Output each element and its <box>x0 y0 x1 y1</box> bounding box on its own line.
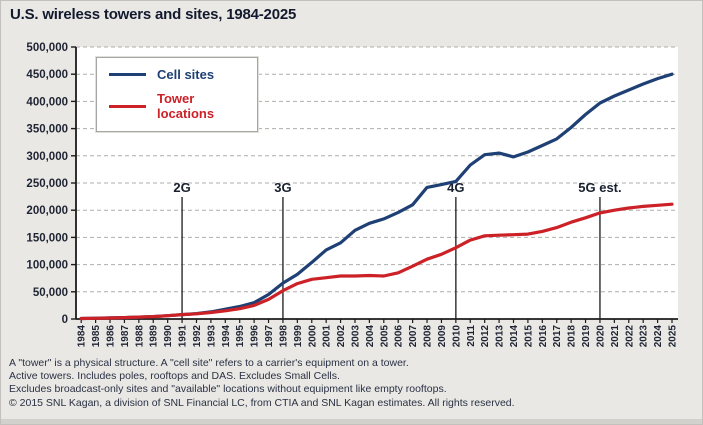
x-tick-label: 2006 <box>394 325 405 348</box>
x-tick-label: 2003 <box>350 325 361 348</box>
x-tick-label: 2020 <box>595 325 606 348</box>
x-tick-label: 1995 <box>235 325 246 348</box>
x-tick-label: 2018 <box>567 325 578 348</box>
y-tick-label: 300,000 <box>26 151 68 163</box>
x-tick-label: 1984 <box>77 325 88 348</box>
tower-locations-line <box>79 202 674 321</box>
x-tick-label: 1999 <box>293 325 304 348</box>
annotation-label: 2G <box>173 180 190 195</box>
x-tick-label: 2001 <box>322 325 333 348</box>
footnote-line: Excludes broadcast-only sites and "avail… <box>9 383 447 396</box>
x-tick-label: 2017 <box>552 325 563 348</box>
chart-title: U.S. wireless towers and sites, 1984-202… <box>10 6 297 23</box>
y-tick-label: 0 <box>62 314 68 326</box>
x-tick-label: 2019 <box>581 325 592 348</box>
line-chart: 0 50,000 100,000 150,000 200,000 250,000 300,0… <box>26 42 679 348</box>
x-tick-label: 1992 <box>192 325 203 348</box>
footnote-line: Active towers. Includes poles, rooftops … <box>9 370 340 383</box>
x-tick-label: 2007 <box>408 325 419 348</box>
x-tick-label: 2013 <box>495 325 506 348</box>
y-tick-label: 400,000 <box>26 96 68 108</box>
x-tick-label: 1991 <box>178 325 189 348</box>
x-tick-label: 1987 <box>120 325 131 348</box>
y-tick-label: 150,000 <box>26 232 68 244</box>
x-tick-label: 2014 <box>509 325 520 348</box>
footnote-line: A "tower" is a physical structure. A "ce… <box>9 357 409 369</box>
x-tick-label: 2024 <box>653 325 664 348</box>
legend-item-tower-locations: Tower locations <box>109 91 245 121</box>
x-tick-label: 1990 <box>163 325 174 348</box>
y-tick-label: 350,000 <box>26 124 68 136</box>
x-tick-label: 1994 <box>221 325 232 348</box>
x-tick-label: 1996 <box>250 325 261 348</box>
annotation-label: 5G est. <box>578 180 621 195</box>
x-tick-label: 2005 <box>379 325 390 348</box>
x-tick-label: 1993 <box>206 325 217 348</box>
x-tick-label: 2011 <box>466 325 477 347</box>
y-tick-label: 200,000 <box>26 205 68 217</box>
x-tick-label: 2025 <box>668 325 679 348</box>
x-tick-label: 2012 <box>480 325 491 348</box>
cell-sites-line-swatch <box>109 73 146 76</box>
x-tick-label: 2002 <box>336 325 347 348</box>
x-tick-label: 2000 <box>307 325 318 348</box>
legend-label-cell-sites: Cell sites <box>157 67 215 82</box>
legend-label-tower-locations: Tower locations <box>157 91 215 121</box>
y-tick-label: 50,000 <box>33 287 68 299</box>
footnote-line: © 2015 SNL Kagan, a division of SNL Fina… <box>9 396 515 409</box>
y-tick-label: 450,000 <box>26 69 68 81</box>
x-tick-label: 2010 <box>451 325 462 348</box>
x-tick-label: 2021 <box>610 325 621 348</box>
x-tick-label: 2009 <box>437 325 448 348</box>
y-tick-label: 100,000 <box>26 260 68 272</box>
x-tick-label: 2022 <box>624 325 635 348</box>
y-tick-label: 250,000 <box>26 178 68 190</box>
x-tick-label: 2004 <box>365 325 376 348</box>
x-tick-label: 1988 <box>134 325 145 348</box>
footnotes: A "tower" is a physical structure. A "ce… <box>9 357 696 410</box>
x-tick-label: 2015 <box>523 325 534 348</box>
annotation-label: 3G <box>274 180 291 195</box>
x-tick-label: 1989 <box>149 325 160 348</box>
legend: Cell sites Tower locations <box>96 57 258 132</box>
x-tick-label: 1997 <box>264 325 275 348</box>
x-tick-label: 2016 <box>538 325 549 348</box>
legend-item-cell-sites: Cell sites <box>109 67 245 82</box>
tower-locations-line-swatch <box>109 104 146 108</box>
x-tick-label: 1998 <box>278 325 289 348</box>
x-tick-label: 2008 <box>423 325 434 348</box>
x-tick-label: 1986 <box>106 325 117 348</box>
x-tick-label: 2023 <box>639 325 650 348</box>
y-tick-label: 500,000 <box>26 42 68 54</box>
x-tick-label: 1985 <box>91 325 102 348</box>
